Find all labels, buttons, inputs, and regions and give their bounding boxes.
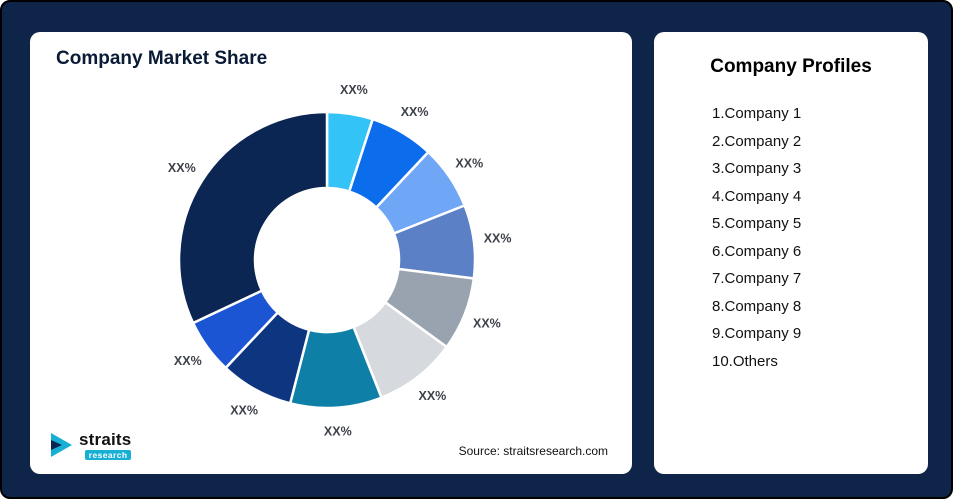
list-item: 6.Company 6 [712, 242, 802, 260]
list-item: 8.Company 8 [712, 297, 802, 315]
straits-arrow-icon [51, 433, 72, 458]
segment-label-4: XX% [484, 231, 512, 245]
segment-label-6: XX% [419, 389, 447, 403]
donut-chart: XX% XX% XX% XX% XX% XX% XX% XX% XX% XX% [168, 83, 512, 439]
logo-brand-text: straits [79, 429, 132, 449]
chart-title: Company Market Share [56, 48, 268, 69]
segment-label-2: XX% [401, 105, 429, 119]
straits-research-logo: straits research [50, 429, 132, 460]
segment-label-5: XX% [473, 316, 501, 330]
company-profiles-card: Company Profiles 1.Company 1 2.Company 2 3… [654, 32, 928, 474]
segment-label-1: XX% [340, 83, 368, 97]
segment-label-10: XX% [168, 161, 196, 175]
profiles-title: Company Profiles [710, 56, 872, 77]
source-attribution: Source: straitsresearch.com [458, 444, 608, 458]
segment-label-3: XX% [455, 156, 483, 170]
segment-label-9: XX% [174, 354, 202, 368]
company-list: 1.Company 1 2.Company 2 3.Company 3 4.Compa… [712, 100, 928, 375]
list-item: 2.Company 2 [712, 132, 802, 150]
donut-segment-10 [177, 110, 329, 325]
logo-sub-text: research [84, 449, 132, 460]
market-share-card: Company Market Share XX% XX% XX% XX% XX% XX% X… [30, 32, 632, 474]
list-item: 1.Company 1 [712, 105, 802, 122]
list-item: 5.Company 5 [712, 215, 802, 232]
list-item: 4.Company 4 [712, 187, 802, 205]
list-item: 3.Company 3 [712, 160, 802, 177]
list-item: 7.Company 7 [712, 270, 802, 287]
list-item: 10.Others [712, 352, 778, 370]
segment-label-7: XX% [324, 425, 352, 439]
list-item: 9.Company 9 [712, 325, 802, 342]
segment-label-8: XX% [230, 404, 258, 418]
